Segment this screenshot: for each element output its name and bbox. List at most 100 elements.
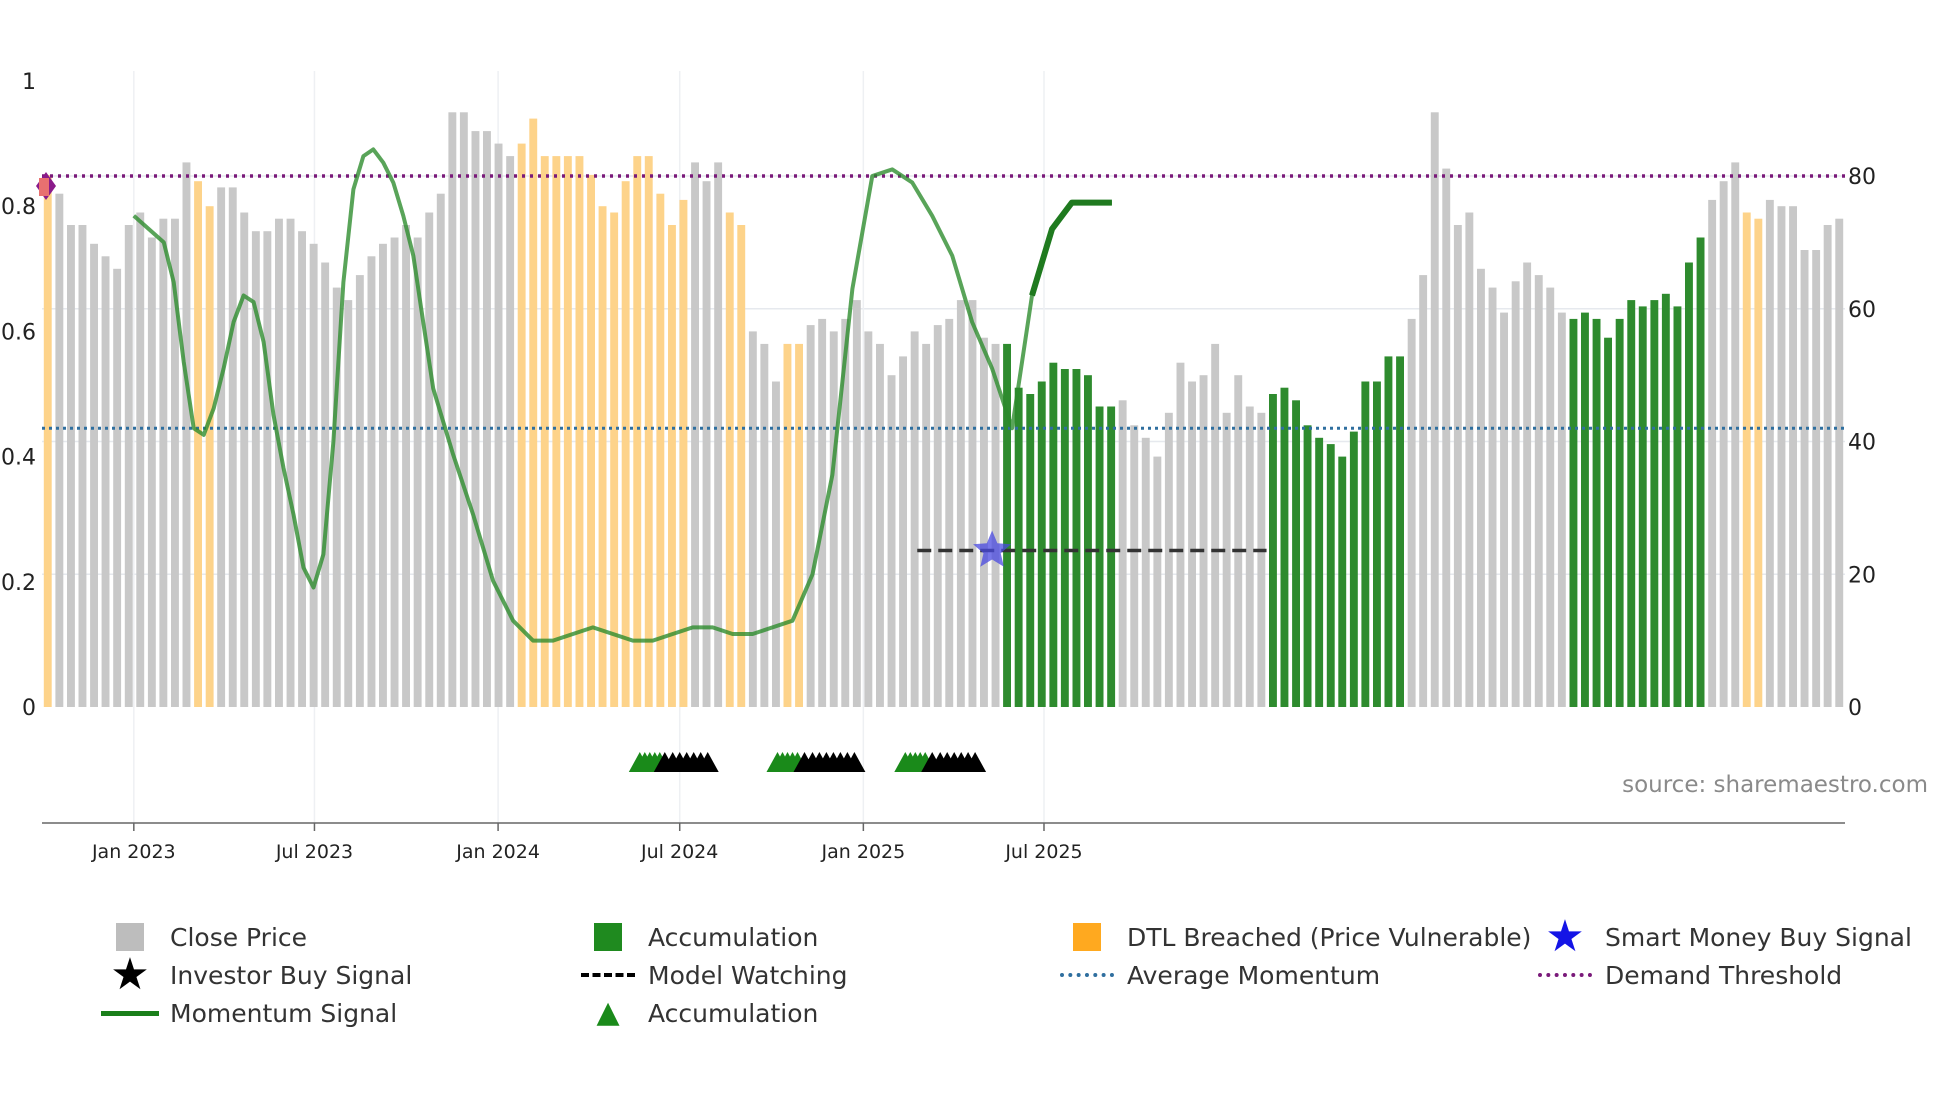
price-bar: [1164, 412, 1173, 707]
price-bar: [113, 268, 122, 707]
price-bar: [910, 331, 919, 707]
price-bar: [55, 193, 64, 707]
price-bar: [1812, 250, 1821, 707]
price-bar: [1615, 318, 1624, 707]
price-bar: [621, 181, 630, 707]
price-bar: [702, 181, 711, 707]
price-bar: [864, 331, 873, 707]
green-triangle-icon: ▲: [596, 995, 620, 1030]
price-bar: [748, 331, 757, 707]
price-bar: [1060, 369, 1069, 707]
price-bar: [876, 343, 884, 707]
price-bar: [656, 193, 665, 707]
price-bar: [1384, 356, 1393, 707]
price-bar: [1373, 381, 1381, 707]
price-bar: [829, 331, 838, 707]
price-bar: [806, 325, 815, 707]
x-tick-label: Jul 2024: [640, 841, 718, 863]
price-bar: [1719, 181, 1728, 707]
price-bar: [1708, 199, 1717, 707]
y-right-tick-label: 0: [1848, 696, 1862, 721]
price-bar: [1338, 456, 1347, 707]
price-bar: [1638, 306, 1647, 707]
legend-label: DTL Breached (Price Vulnerable): [1127, 922, 1532, 952]
price-bar: [1396, 356, 1404, 707]
price-bar: [1072, 369, 1081, 707]
price-bar: [563, 156, 572, 708]
price-bar: [795, 343, 803, 707]
price-bar: [841, 318, 850, 707]
price-bar: [1153, 456, 1162, 707]
x-tick-label: Jan 2023: [91, 841, 176, 863]
price-bar: [980, 337, 988, 707]
price-bar: [1107, 406, 1116, 707]
price-bar: [725, 212, 734, 707]
legend-average-momentum[interactable]: Average Momentum: [1057, 958, 1380, 992]
legend-label: Smart Money Buy Signal: [1605, 922, 1912, 952]
price-bar: [1569, 318, 1578, 707]
price-bar: [1442, 168, 1451, 708]
price-bar: [529, 118, 538, 708]
legend-dtl-breached[interactable]: DTL Breached (Price Vulnerable): [1057, 920, 1531, 954]
price-bar: [147, 237, 156, 707]
legend-model-watching[interactable]: Model Watching: [578, 958, 848, 992]
legend-close-price[interactable]: Close Price: [100, 920, 307, 954]
momentum-signal-peak: [1029, 199, 1112, 297]
price-bar: [1003, 343, 1011, 707]
price-bar: [67, 225, 75, 707]
price-bar: [1407, 318, 1416, 707]
legend-accumulation[interactable]: Accumulation: [578, 920, 818, 954]
price-bar: [471, 131, 480, 708]
price-bar: [1534, 275, 1543, 707]
momentum-signal-line: [132, 147, 1112, 643]
price-bar: [78, 225, 87, 707]
price-bar: [1130, 425, 1139, 707]
y-left-tick-label: 0.6: [1, 320, 36, 345]
price-bar: [1361, 381, 1370, 707]
legend-label: Accumulation: [648, 998, 819, 1028]
price-bar: [552, 156, 561, 708]
legend: Close Price Accumulation DTL Breached (P…: [0, 915, 1960, 1050]
accumulation-swatch: [594, 923, 622, 951]
price-bar: [633, 156, 642, 708]
legend-smart-money-buy[interactable]: ★ Smart Money Buy Signal: [1535, 915, 1912, 959]
price-bar: [1696, 237, 1705, 707]
price-bar: [332, 287, 341, 707]
price-bar: [1650, 300, 1659, 707]
price-bar: [644, 156, 653, 708]
price-bar: [668, 225, 676, 707]
price-bar: [286, 218, 295, 707]
price-bar: [1661, 293, 1670, 707]
price-bar: [344, 300, 353, 707]
price-bar: [309, 243, 318, 708]
price-bar: [1465, 212, 1474, 707]
price-bar: [1592, 318, 1601, 707]
price-bar: [298, 231, 306, 707]
price-bar: [321, 262, 330, 707]
price-bar: [228, 187, 237, 707]
price-bars: [43, 112, 1844, 708]
black-star-icon: ★: [110, 949, 150, 1000]
price-bar: [483, 131, 491, 708]
price-bar: [1742, 212, 1751, 707]
dotted-line-icon: [1538, 973, 1592, 977]
price-bar: [818, 318, 827, 707]
legend-momentum-signal[interactable]: Momentum Signal: [100, 996, 397, 1030]
price-bar: [413, 237, 422, 707]
price-bar: [1014, 387, 1023, 707]
price-bar: [1430, 112, 1439, 708]
price-bar: [1118, 400, 1127, 707]
price-bar: [1211, 343, 1220, 707]
price-bar: [1269, 394, 1277, 707]
price-bar: [43, 174, 52, 707]
price-bar: [1222, 412, 1231, 707]
investor-buy-triangle: [964, 752, 987, 772]
legend-accumulation-marker[interactable]: ▲ Accumulation: [578, 996, 818, 1030]
price-bar: [1777, 206, 1786, 707]
legend-label: Investor Buy Signal: [170, 960, 413, 990]
price-bar: [956, 300, 965, 707]
legend-investor-buy[interactable]: ★ Investor Buy Signal: [100, 949, 413, 1000]
price-bar: [494, 143, 503, 708]
legend-demand-threshold[interactable]: Demand Threshold: [1535, 958, 1842, 992]
